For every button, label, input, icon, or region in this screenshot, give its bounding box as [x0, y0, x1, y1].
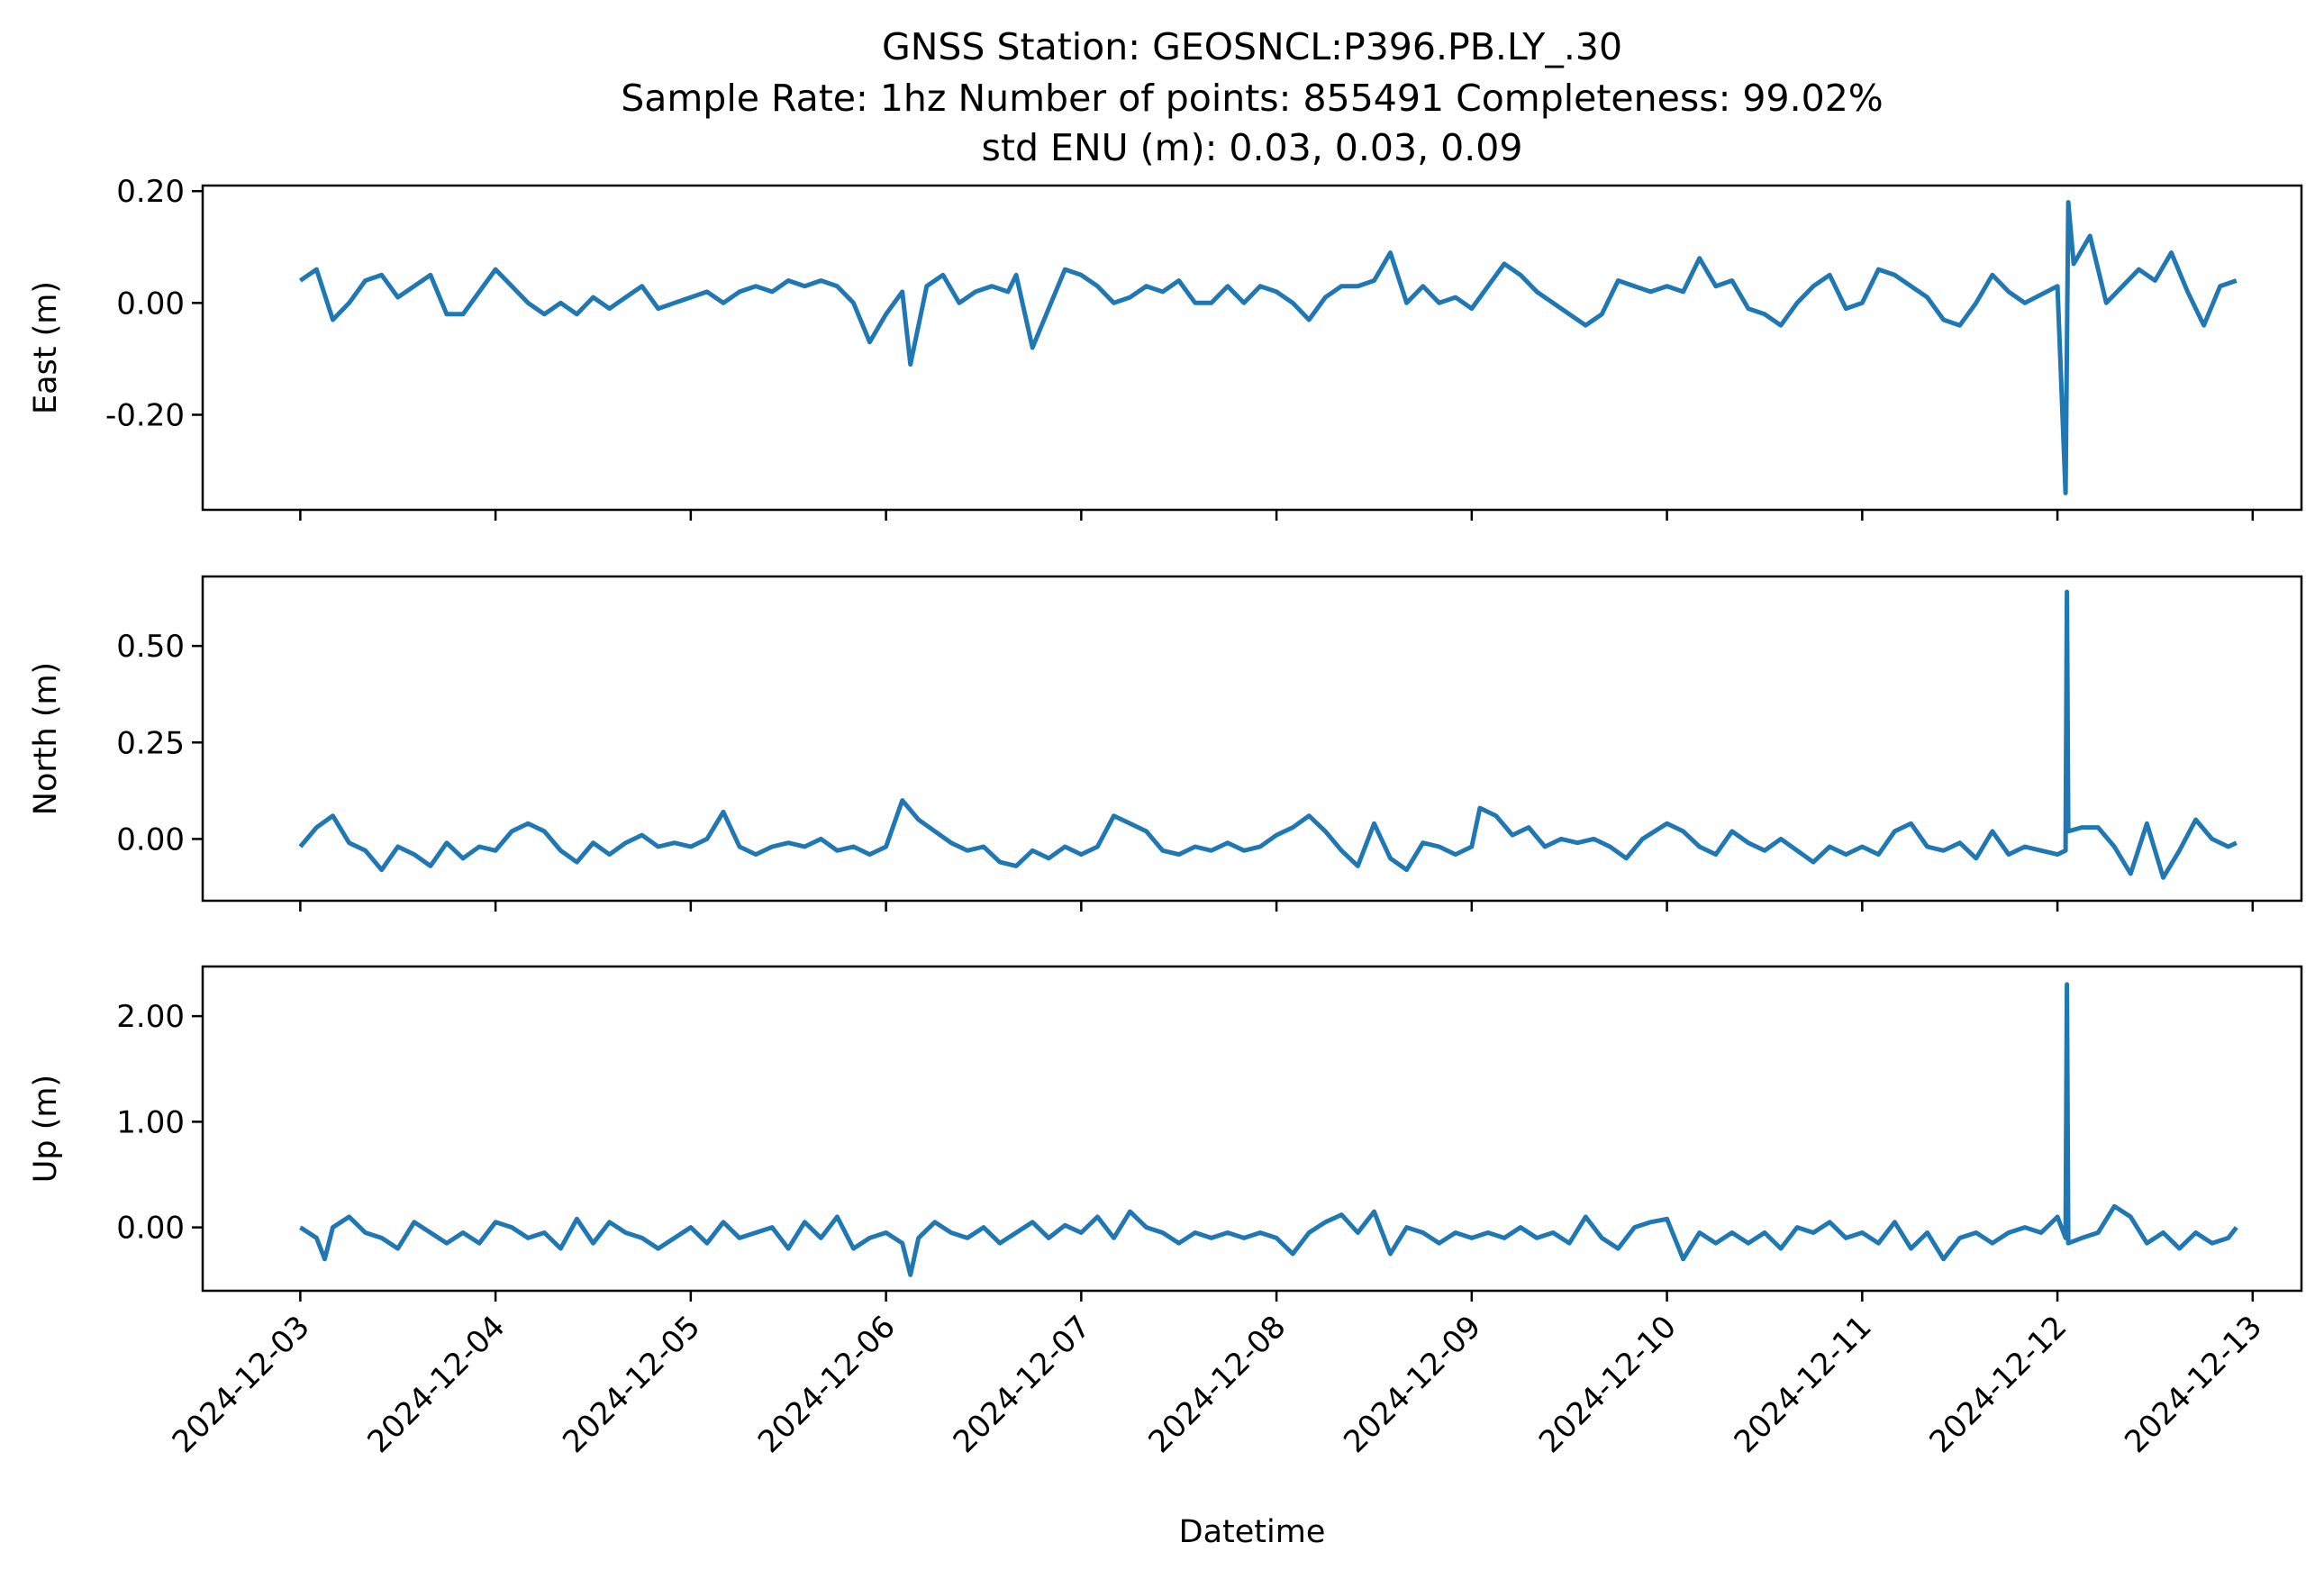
x-tick-label: 2024-12-07 [947, 1309, 1098, 1460]
north-y-axis-label: North (m) [28, 662, 64, 815]
x-tick-label: 2024-12-12 [1922, 1309, 2074, 1460]
title-line-1: GNSS Station: GEOSNCL:P396.PB.LY_.30 [882, 25, 1622, 68]
title-line-2: Sample Rate: 1hz Number of points: 85549… [621, 77, 1884, 120]
up-y-axis-label: Up (m) [28, 1075, 64, 1183]
x-tick-label: 2024-12-08 [1141, 1309, 1293, 1460]
x-tick-label: 2024-12-04 [360, 1309, 512, 1460]
x-tick-label: 2024-12-13 [2118, 1309, 2269, 1460]
east-axes-frame [201, 184, 2303, 512]
north-series-line [298, 589, 2238, 880]
x-axis: 2024-12-03 2024-12-04 2024-12-05 2024-12-06… [166, 1309, 2269, 1460]
up-series-line [299, 982, 2238, 1277]
east-series-line [298, 200, 2238, 495]
north-y-tick-label: 0.00 [116, 821, 185, 858]
up-y-tick-label: 1.00 [116, 1104, 185, 1140]
x-tick-label: 2024-12-06 [751, 1309, 903, 1460]
east-y-axis-label: East (m) [28, 281, 64, 414]
north-y-tick-label: 0.50 [116, 629, 185, 665]
x-tick-label: 2024-12-10 [1532, 1309, 1684, 1460]
north-y-tick-label: 0.25 [116, 725, 185, 761]
east-y-tick-label: -0.20 [105, 397, 185, 433]
up-axes-frame [201, 965, 2303, 1293]
north-panel: 0.50 0.25 0.00 North (m) [28, 575, 2303, 912]
x-tick-label: 2024-12-03 [166, 1309, 317, 1460]
east-y-tick-label: 0.20 [116, 174, 185, 210]
up-y-tick-label: 2.00 [116, 999, 185, 1035]
x-tick-label: 2024-12-11 [1728, 1309, 1879, 1460]
x-axis-label: Datetime [1179, 1514, 1326, 1550]
east-y-tick-label: 0.00 [116, 286, 185, 322]
title-line-3: std ENU (m): 0.03, 0.03, 0.09 [982, 126, 1523, 169]
x-tick-label: 2024-12-05 [556, 1309, 707, 1460]
up-y-tick-label: 0.00 [116, 1211, 185, 1247]
east-panel: 0.20 0.00 -0.20 East (m) [28, 174, 2303, 521]
north-axes-frame [201, 575, 2303, 903]
up-panel: 2.00 1.00 0.00 Up (m) [28, 965, 2303, 1302]
x-tick-label: 2024-12-09 [1337, 1309, 1488, 1460]
